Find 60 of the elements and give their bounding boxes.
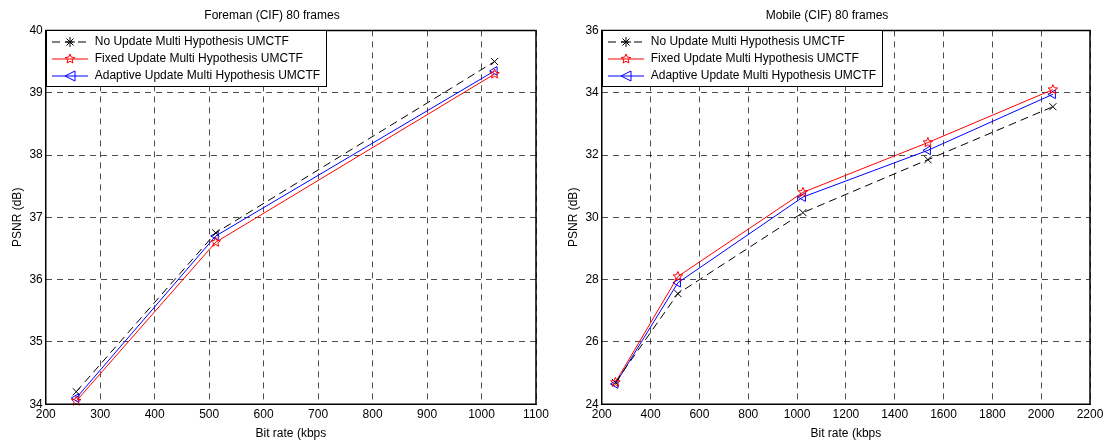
x-tick-label: 2000	[1027, 406, 1055, 421]
point	[672, 270, 684, 282]
chart-title: Foreman (CIF) 80 frames	[204, 7, 340, 22]
x-tick-label: 900	[417, 406, 438, 421]
y-tick-label: 35	[29, 334, 44, 349]
chart-title: Mobile (CIF) 80 frames	[765, 7, 889, 22]
x-axis-title: Bit rate (kbps	[255, 426, 327, 441]
legend-label: No Update Multi Hypothesis UMCTF	[94, 33, 289, 51]
y-tick-label: 26	[585, 334, 600, 349]
point	[1048, 102, 1057, 111]
y-tick-label: 37	[29, 209, 44, 224]
x-tick-label: 600	[253, 406, 274, 421]
x-tick-label: 1000	[783, 406, 811, 421]
point	[490, 57, 499, 66]
x-axis-title: Bit rate (kbps	[810, 426, 882, 441]
legend-label: Adaptive Update Multi Hypothesis UMCTF	[650, 67, 877, 85]
y-tick-label: 34	[585, 85, 600, 100]
x-tick-label: 700	[308, 406, 329, 421]
legend-label: No Update Multi Hypothesis UMCTF	[650, 33, 845, 51]
legend-label: Fixed Update Multi Hypothesis UMCTF	[650, 50, 859, 68]
x-tick-label: 1400	[881, 406, 909, 421]
y-axis-title: PSNR (dB)	[9, 187, 24, 247]
x-tick-label: 1100	[523, 406, 550, 421]
x-tick-label: 400	[144, 406, 166, 421]
x-tick-label: 1200	[832, 406, 860, 421]
point	[210, 231, 219, 241]
y-tick-label: 40	[29, 22, 44, 37]
point	[922, 145, 931, 156]
y-tick-label: 28	[585, 271, 600, 286]
y-tick-label: 38	[29, 147, 44, 162]
x-tick-label: 1000	[468, 406, 496, 421]
point	[210, 236, 221, 247]
y-tick-label: 30	[585, 209, 600, 224]
point	[798, 208, 807, 217]
point	[797, 192, 806, 202]
point	[923, 155, 932, 164]
point	[672, 277, 681, 288]
x-tick-label: 300	[90, 406, 111, 421]
point	[211, 228, 220, 237]
point	[1047, 89, 1056, 100]
x-tick-label: 800	[738, 406, 759, 421]
x-tick-label: 400	[640, 406, 661, 421]
y-tick-label: 36	[585, 22, 600, 37]
x-tick-label: 1600	[930, 406, 958, 421]
point	[922, 137, 934, 148]
x-tick-label: 1800	[979, 406, 1007, 421]
point	[1047, 84, 1059, 95]
legend-label: Adaptive Update Multi Hypothesis UMCTF	[94, 67, 321, 85]
y-tick-label: 39	[29, 85, 44, 100]
y-tick-label: 32	[585, 147, 600, 162]
x-tick-label: 2200	[1076, 406, 1104, 421]
point	[673, 289, 682, 298]
legend-label: Fixed Update Multi Hypothesis UMCTF	[94, 50, 303, 68]
x-tick-label: 800	[362, 406, 383, 421]
x-tick-label: 600	[689, 406, 710, 421]
point	[797, 186, 809, 197]
point	[72, 387, 81, 396]
y-axis-title: PSNR (dB)	[565, 187, 580, 247]
x-tick-label: 500	[199, 406, 220, 421]
y-tick-label: 36	[29, 271, 44, 286]
